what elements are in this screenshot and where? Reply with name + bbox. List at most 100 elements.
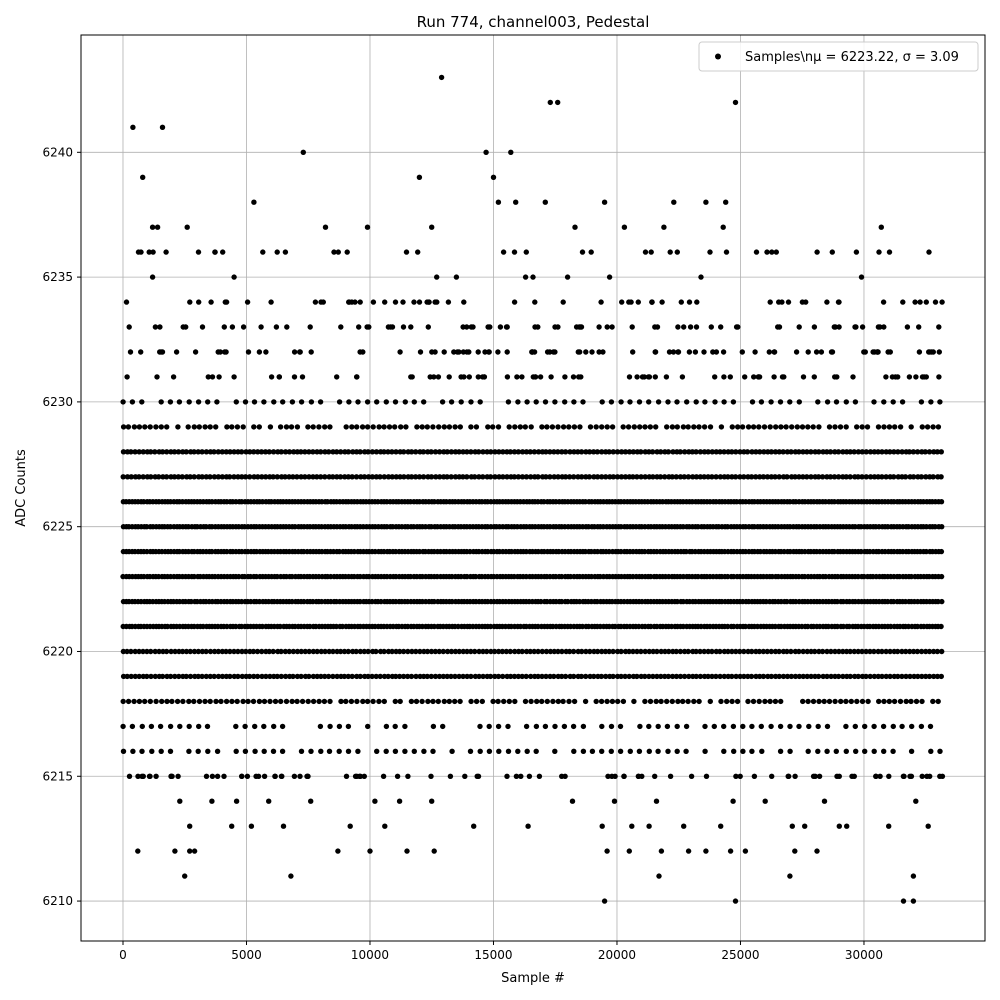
data-point bbox=[195, 748, 201, 754]
data-point bbox=[599, 474, 605, 480]
data-point bbox=[827, 449, 834, 455]
data-point bbox=[527, 449, 533, 455]
data-point bbox=[394, 773, 401, 779]
data-point bbox=[909, 723, 915, 730]
data-point bbox=[818, 349, 825, 355]
data-point bbox=[439, 399, 446, 405]
data-point bbox=[911, 673, 917, 680]
data-point bbox=[630, 349, 636, 355]
data-point bbox=[420, 449, 427, 455]
data-point bbox=[903, 698, 909, 705]
data-point bbox=[681, 823, 687, 829]
data-point bbox=[528, 474, 534, 480]
data-point bbox=[674, 723, 680, 730]
data-point bbox=[647, 424, 653, 430]
data-point bbox=[883, 648, 889, 655]
data-point bbox=[604, 698, 610, 705]
data-point bbox=[626, 374, 633, 380]
data-point bbox=[816, 773, 823, 779]
data-point bbox=[559, 673, 565, 680]
data-point bbox=[495, 698, 501, 705]
data-point bbox=[766, 349, 772, 355]
data-point bbox=[318, 648, 324, 655]
y-tick-label: 6210 bbox=[42, 894, 73, 908]
data-point bbox=[392, 299, 399, 305]
data-point bbox=[531, 648, 537, 655]
data-point bbox=[808, 449, 814, 455]
data-point bbox=[505, 723, 511, 730]
data-point bbox=[120, 399, 126, 405]
data-point bbox=[562, 673, 569, 680]
data-point bbox=[800, 449, 806, 455]
data-point bbox=[203, 773, 210, 779]
data-point bbox=[428, 449, 434, 455]
data-point bbox=[804, 449, 810, 455]
data-point bbox=[725, 648, 731, 655]
data-point bbox=[899, 673, 905, 680]
data-point bbox=[282, 648, 289, 655]
data-point bbox=[457, 424, 463, 430]
data-point bbox=[631, 424, 637, 430]
data-point bbox=[191, 424, 197, 430]
data-point bbox=[233, 748, 239, 754]
data-point bbox=[533, 723, 540, 730]
x-tick-label: 5000 bbox=[231, 948, 262, 962]
data-point bbox=[832, 698, 838, 705]
data-point bbox=[338, 449, 344, 455]
data-point bbox=[485, 424, 491, 430]
data-point bbox=[609, 773, 615, 779]
data-point bbox=[935, 698, 941, 705]
data-point bbox=[426, 299, 432, 305]
data-point bbox=[796, 474, 802, 480]
data-point bbox=[220, 249, 226, 255]
data-point bbox=[692, 349, 699, 355]
data-point bbox=[647, 698, 654, 705]
data-point bbox=[437, 474, 443, 480]
data-point bbox=[875, 449, 881, 455]
data-point bbox=[382, 299, 388, 305]
data-point bbox=[539, 648, 545, 655]
data-point bbox=[709, 474, 715, 480]
data-point bbox=[627, 748, 633, 754]
data-point bbox=[403, 424, 409, 430]
data-point bbox=[543, 449, 549, 455]
data-point bbox=[713, 673, 719, 680]
data-point bbox=[935, 424, 942, 430]
data-point bbox=[261, 723, 267, 730]
data-point bbox=[910, 449, 917, 455]
data-point bbox=[626, 848, 632, 854]
data-point bbox=[223, 449, 229, 455]
data-point bbox=[156, 474, 162, 480]
data-point bbox=[653, 698, 659, 705]
data-point bbox=[187, 848, 193, 854]
data-point bbox=[531, 449, 538, 455]
data-point bbox=[745, 698, 751, 705]
data-point bbox=[278, 673, 284, 680]
data-point bbox=[199, 449, 205, 455]
data-point bbox=[158, 424, 164, 430]
data-point bbox=[560, 424, 567, 430]
data-point bbox=[308, 748, 314, 754]
data-point bbox=[844, 823, 850, 829]
data-point bbox=[800, 698, 806, 705]
data-point bbox=[871, 723, 877, 730]
data-point bbox=[925, 823, 931, 829]
data-point bbox=[152, 648, 158, 655]
data-point bbox=[875, 324, 882, 330]
data-point bbox=[355, 748, 361, 754]
data-point bbox=[583, 449, 589, 455]
data-point bbox=[424, 424, 430, 430]
data-point bbox=[552, 723, 558, 730]
data-point bbox=[890, 399, 896, 405]
data-point bbox=[532, 324, 538, 330]
data-point bbox=[199, 324, 206, 330]
data-point bbox=[402, 723, 408, 730]
data-point bbox=[677, 474, 684, 480]
data-point bbox=[195, 399, 202, 405]
data-point bbox=[503, 324, 510, 330]
data-point bbox=[622, 673, 628, 680]
data-point bbox=[346, 399, 352, 405]
data-point bbox=[270, 474, 276, 480]
data-points bbox=[120, 74, 946, 904]
data-point bbox=[460, 474, 466, 480]
